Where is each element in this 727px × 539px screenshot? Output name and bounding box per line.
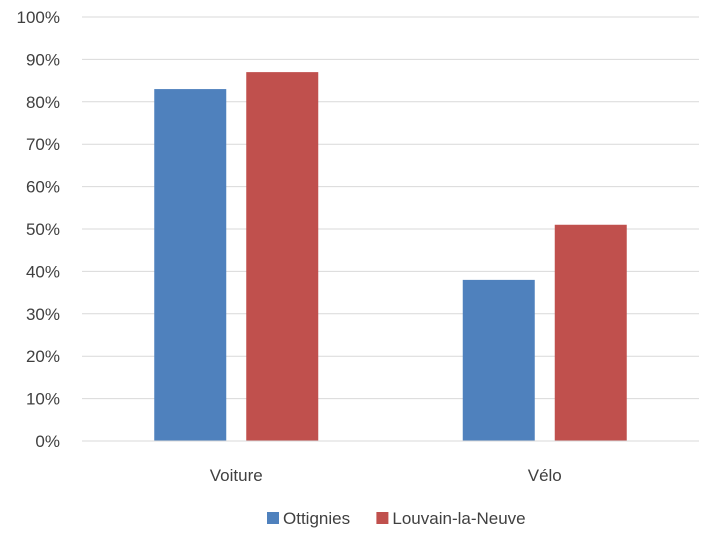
- bar: [462, 279, 535, 441]
- y-tick-label: 80%: [26, 93, 60, 112]
- y-tick-label: 50%: [26, 220, 60, 239]
- y-tick-label: 90%: [26, 50, 60, 69]
- y-tick-label: 100%: [17, 8, 60, 27]
- bar: [154, 89, 227, 441]
- bar: [554, 224, 627, 441]
- legend-swatch: [376, 512, 389, 524]
- y-tick-label: 10%: [26, 390, 60, 409]
- x-category-label: Voiture: [210, 466, 263, 485]
- y-tick-label: 70%: [26, 135, 60, 154]
- x-category-label: Vélo: [528, 466, 562, 485]
- y-tick-label: 40%: [26, 262, 60, 281]
- legend-swatch: [267, 512, 279, 524]
- y-tick-label: 20%: [26, 347, 60, 366]
- y-tick-label: 30%: [26, 305, 60, 324]
- legend-label: Ottignies: [283, 509, 350, 528]
- legend-label: Louvain-la-Neuve: [392, 509, 525, 528]
- y-tick-label: 60%: [26, 178, 60, 197]
- y-tick-label: 0%: [35, 432, 60, 451]
- bar: [246, 72, 319, 442]
